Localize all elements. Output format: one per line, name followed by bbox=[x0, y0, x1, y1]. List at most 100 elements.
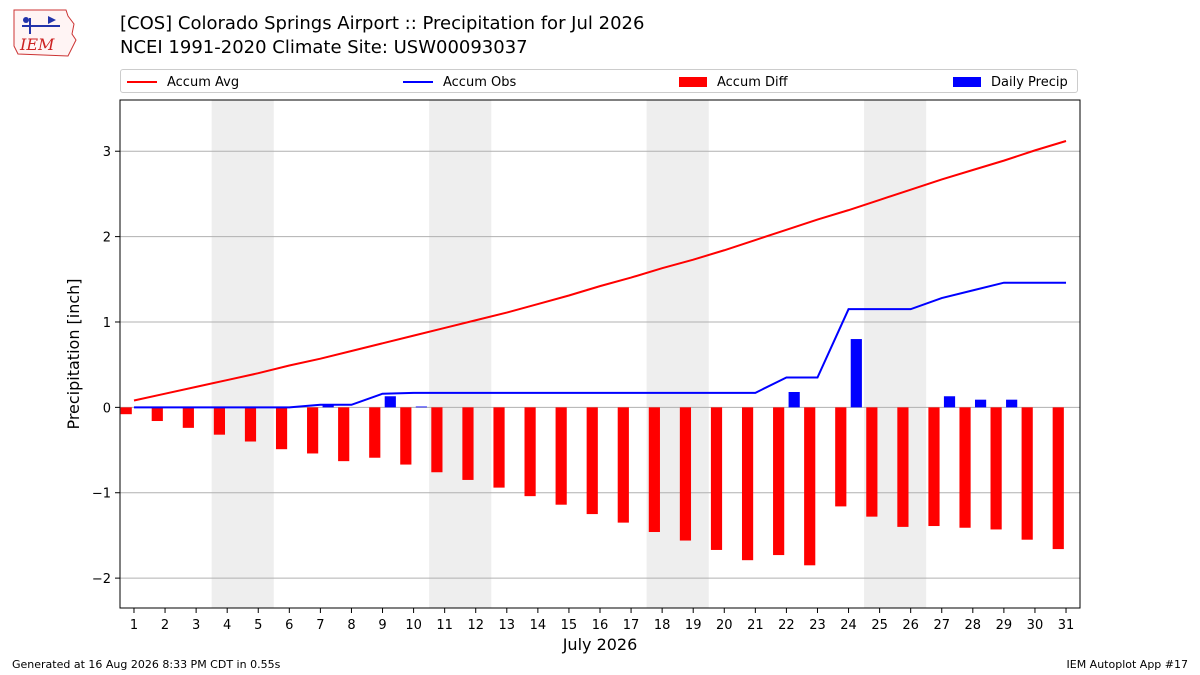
footer-app-text: IEM Autoplot App #17 bbox=[1066, 658, 1189, 671]
accum-diff-bar bbox=[182, 407, 194, 428]
accum-diff-bar bbox=[586, 407, 598, 515]
accum-diff-bar bbox=[307, 407, 319, 454]
accum-diff-bar bbox=[710, 407, 723, 550]
x-tick-label: 20 bbox=[716, 618, 733, 633]
x-tick-label: 30 bbox=[1027, 618, 1044, 633]
weekend-band bbox=[864, 100, 927, 608]
accum-diff-bar bbox=[1021, 407, 1033, 540]
x-tick-label: 18 bbox=[654, 618, 671, 633]
legend-item-accum-avg: Accum Avg bbox=[127, 73, 239, 91]
x-tick-label: 5 bbox=[254, 618, 262, 633]
x-axis-ticks: 1 2 3 4 5 6 7 8 9 10 11 12 13 14 15 16 17 18 19 20 21 22 23 24 2… bbox=[130, 608, 1074, 633]
accum-diff-bar bbox=[524, 407, 536, 497]
x-tick-label: 31 bbox=[1058, 618, 1075, 633]
legend-label: Daily Precip bbox=[991, 74, 1068, 90]
y-axis-label: Precipitation [inch] bbox=[64, 278, 83, 429]
legend-item-accum-diff: Accum Diff bbox=[679, 73, 788, 91]
daily-precip-bar bbox=[415, 406, 427, 408]
x-tick-label: 17 bbox=[623, 618, 640, 633]
daily-precip-bar bbox=[788, 391, 800, 408]
x-tick-label: 23 bbox=[809, 618, 826, 633]
accum-diff-bar bbox=[928, 407, 940, 527]
weekend-band bbox=[211, 100, 274, 608]
daily-precip-bar bbox=[1006, 399, 1018, 408]
x-tick-label: 14 bbox=[530, 618, 547, 633]
legend-label: Accum Obs bbox=[443, 74, 517, 90]
x-tick-label: 21 bbox=[747, 618, 764, 633]
x-tick-label: 19 bbox=[685, 618, 702, 633]
x-tick-label: 10 bbox=[405, 618, 422, 633]
accum-diff-bar bbox=[120, 407, 132, 415]
x-tick-label: 1 bbox=[130, 618, 138, 633]
accum-diff-bar bbox=[213, 407, 226, 435]
y-tick-label: −2 bbox=[92, 572, 111, 587]
daily-precip-bars bbox=[322, 339, 1018, 408]
legend-label: Accum Diff bbox=[717, 74, 788, 90]
x-tick-label: 7 bbox=[316, 618, 324, 633]
x-tick-label: 2 bbox=[161, 618, 169, 633]
x-tick-label: 22 bbox=[778, 618, 795, 633]
daily-precip-bar bbox=[384, 396, 396, 408]
weekend-shading bbox=[211, 100, 927, 608]
accum-diff-bar bbox=[866, 407, 878, 517]
y-tick-label: 2 bbox=[103, 231, 111, 246]
accum-diff-bar bbox=[244, 407, 257, 442]
legend-swatch bbox=[679, 77, 707, 87]
accum-diff-bar bbox=[151, 407, 163, 422]
x-tick-label: 3 bbox=[192, 618, 200, 633]
accum-diff-bar bbox=[431, 407, 443, 473]
footer-generated-text: Generated at 16 Aug 2026 8:33 PM CDT in … bbox=[12, 658, 281, 671]
iem-logo: IEM bbox=[8, 6, 80, 58]
x-tick-label: 13 bbox=[499, 618, 516, 633]
accum-diff-bar bbox=[835, 407, 847, 507]
daily-precip-bar bbox=[850, 339, 862, 408]
y-axis-ticks: −2 −1 0 1 2 3 bbox=[92, 145, 120, 587]
x-tick-label: 24 bbox=[840, 618, 857, 633]
accum-avg-line bbox=[133, 140, 1067, 402]
accum-diff-bar bbox=[400, 407, 412, 465]
accum-diff-bar bbox=[462, 407, 474, 480]
y-tick-label: −1 bbox=[92, 487, 111, 502]
x-tick-label: 16 bbox=[592, 618, 609, 633]
daily-precip-bar bbox=[943, 396, 956, 408]
y-tick-label: 0 bbox=[103, 401, 111, 416]
accum-diff-bar bbox=[773, 407, 785, 556]
accum-diff-bar bbox=[648, 407, 660, 533]
legend-swatch bbox=[953, 77, 981, 87]
svg-text:IEM: IEM bbox=[19, 35, 55, 54]
x-tick-label: 6 bbox=[285, 618, 293, 633]
legend-item-accum-obs: Accum Obs bbox=[403, 73, 516, 91]
chart-title: [COS] Colorado Springs Airport :: Precip… bbox=[120, 13, 645, 34]
x-tick-label: 26 bbox=[902, 618, 919, 633]
daily-precip-bar bbox=[322, 404, 334, 408]
x-tick-label: 25 bbox=[871, 618, 888, 633]
legend: Accum Avg Accum Obs Accum Diff Daily Pre… bbox=[120, 69, 1078, 93]
x-tick-label: 15 bbox=[561, 618, 578, 633]
legend-swatch bbox=[403, 81, 433, 83]
accum-obs-line bbox=[133, 281, 1067, 409]
accum-diff-bar bbox=[897, 407, 909, 527]
accum-diff-bar bbox=[493, 407, 505, 488]
accum-diff-bar bbox=[555, 407, 567, 505]
legend-label: Accum Avg bbox=[167, 74, 240, 90]
x-tick-label: 9 bbox=[378, 618, 386, 633]
x-tick-label: 4 bbox=[223, 618, 231, 633]
daily-precip-bar bbox=[974, 399, 987, 408]
accum-diff-bar bbox=[275, 407, 288, 450]
accum-diff-bar bbox=[959, 407, 971, 528]
accum-diff-bar bbox=[741, 407, 754, 561]
x-tick-label: 27 bbox=[933, 618, 950, 633]
accum-diff-bar bbox=[338, 407, 350, 462]
y-tick-label: 1 bbox=[103, 316, 111, 331]
accum-diff-bars bbox=[120, 407, 1064, 566]
x-tick-label: 12 bbox=[467, 618, 484, 633]
accum-diff-bar bbox=[679, 407, 692, 541]
accum-diff-bar bbox=[1052, 407, 1064, 550]
x-tick-label: 8 bbox=[347, 618, 355, 633]
x-tick-label: 11 bbox=[436, 618, 453, 633]
x-tick-label: 28 bbox=[965, 618, 982, 633]
legend-item-daily-precip: Daily Precip bbox=[953, 73, 1068, 91]
y-tick-label: 3 bbox=[103, 145, 111, 160]
weekend-band bbox=[429, 100, 492, 608]
